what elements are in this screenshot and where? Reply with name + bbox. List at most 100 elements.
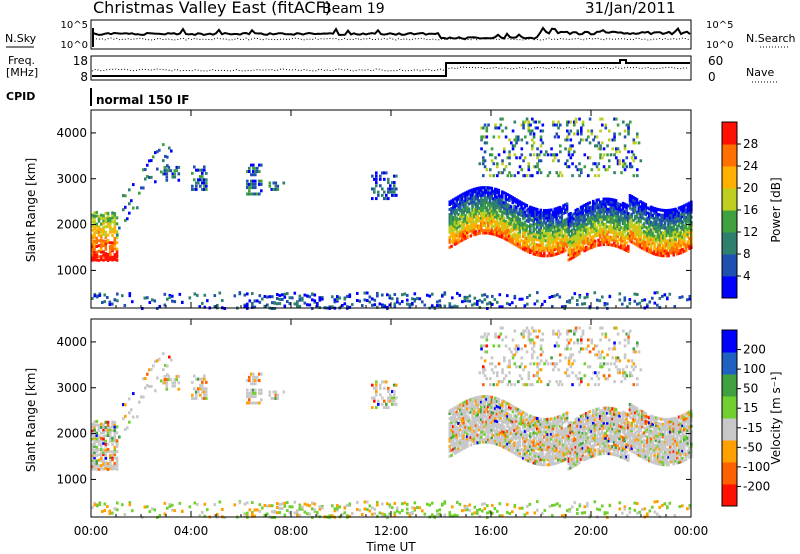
power-cell: [113, 258, 117, 262]
power-cell: [658, 251, 662, 255]
power-cell: [461, 300, 464, 304]
velocity-cell: [490, 431, 494, 435]
velocity-cell: [515, 450, 518, 454]
power-cell: [293, 291, 297, 295]
velocity-cell: [388, 512, 392, 516]
velocity-cell: [469, 410, 473, 414]
velocity-cell: [481, 425, 485, 429]
velocity-cell: [106, 461, 110, 465]
power-cell: [321, 295, 324, 299]
velocity-cell: [436, 513, 439, 517]
power-cell: [448, 200, 452, 204]
power-cell: [663, 251, 667, 255]
velocity-cell: [406, 502, 409, 506]
power-cell: [201, 171, 204, 175]
power-cell: [534, 120, 538, 124]
power-cell: [457, 238, 460, 242]
power-cell: [576, 233, 579, 237]
velocity-cell: [478, 395, 481, 399]
power-cell: [560, 210, 564, 214]
power-cell: [642, 204, 646, 208]
power-cell: [483, 186, 487, 190]
power-cell: [508, 138, 511, 142]
velocity-cell: [278, 506, 282, 510]
power-cell: [480, 229, 483, 233]
power-cell: [466, 198, 469, 202]
velocity-cell: [448, 444, 452, 448]
power-cell: [557, 226, 560, 230]
velocity-cell: [266, 512, 269, 516]
velocity-cell: [276, 505, 279, 509]
power-cell: [537, 220, 541, 224]
velocity-cell: [460, 419, 464, 423]
power-cell: [541, 302, 544, 306]
power-cell: [562, 204, 565, 208]
power-cell: [508, 209, 511, 213]
power-cell: [124, 218, 127, 222]
power-cell: [665, 226, 669, 230]
power-cell: [601, 156, 604, 160]
velocity-cell: [272, 390, 276, 394]
velocity-cell: [401, 502, 404, 506]
power-cell: [483, 298, 487, 302]
power-cell: [581, 227, 585, 231]
power-cell: [534, 242, 537, 246]
power-cell: [272, 187, 276, 191]
velocity-cell: [497, 435, 501, 439]
power-cell: [501, 220, 504, 224]
velocity-cell: [488, 403, 492, 407]
velocity-cell: [111, 464, 114, 468]
velocity-cell: [492, 413, 495, 417]
velocity-cell: [511, 405, 515, 409]
power-cell: [646, 305, 649, 309]
power-cell: [501, 129, 504, 133]
velocity-cell: [106, 442, 110, 446]
power-cell: [536, 210, 539, 214]
power-cell: [455, 216, 459, 220]
power-cell: [388, 296, 392, 300]
power-cell: [592, 138, 595, 142]
power-cell: [585, 240, 588, 244]
power-cell: [595, 229, 599, 233]
power-cell: [651, 216, 655, 220]
velocity-cell: [515, 437, 518, 441]
power-cell: [572, 250, 576, 254]
power-cell: [501, 235, 504, 239]
power-cell: [630, 150, 634, 154]
power-cell: [520, 201, 523, 205]
power-cell: [248, 186, 251, 190]
velocity-cell: [525, 428, 529, 432]
velocity-cell: [308, 504, 312, 508]
power-cell: [627, 132, 630, 136]
power-cell: [376, 293, 379, 297]
velocity-cell: [93, 420, 96, 424]
power-cell: [251, 292, 254, 296]
velocity-cell: [536, 432, 539, 436]
power-cell: [536, 223, 539, 227]
velocity-cell: [426, 502, 429, 506]
power-cell: [648, 219, 651, 223]
power-cell: [674, 215, 677, 219]
velocity-cell: [481, 417, 485, 421]
velocity-cell: [436, 509, 439, 513]
power-cell: [534, 165, 538, 169]
power-cell: [536, 215, 539, 219]
power-cell: [111, 255, 114, 259]
power-cell: [375, 171, 378, 175]
velocity-cell: [386, 502, 389, 506]
velocity-cell: [481, 422, 485, 426]
power-cell: [618, 215, 621, 219]
power-cell: [569, 242, 572, 246]
power-cell: [553, 135, 557, 139]
power-cell: [518, 233, 522, 237]
power-cell: [649, 215, 653, 219]
velocity-cell: [534, 444, 537, 448]
velocity-cell: [199, 384, 202, 388]
power-cell: [683, 237, 686, 241]
velocity-cell: [501, 412, 504, 416]
velocity-cell: [474, 398, 478, 402]
power-cell: [677, 219, 681, 223]
velocity-cell: [387, 386, 390, 390]
power-cell: [581, 302, 584, 306]
power-cell: [513, 174, 517, 178]
